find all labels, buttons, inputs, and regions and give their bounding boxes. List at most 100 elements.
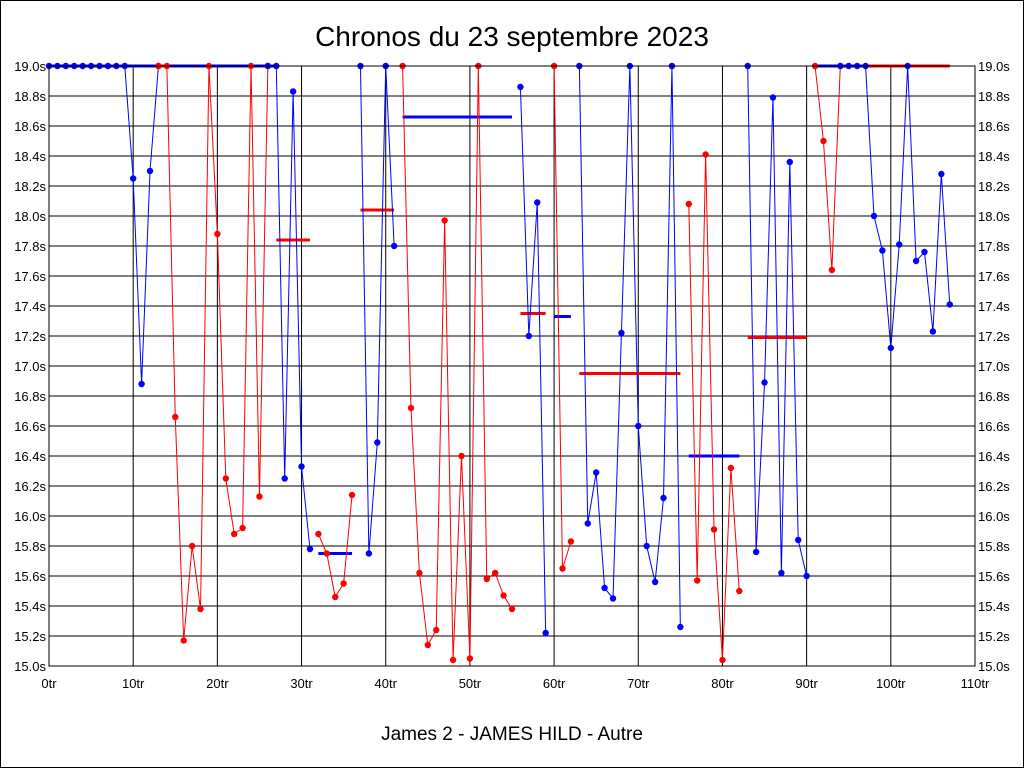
lap-point: [298, 463, 305, 470]
y-tick-label-right: 15.8s: [978, 539, 1010, 554]
x-tick-label: 60tr: [543, 676, 566, 691]
lap-point: [517, 83, 524, 91]
lap-point: [719, 656, 726, 664]
lap-point: [559, 565, 566, 572]
y-tick-label-left: 18.0s: [14, 209, 46, 224]
lap-point: [946, 301, 953, 308]
y-tick-label-left: 15.6s: [14, 569, 46, 584]
y-tick-label-left: 18.8s: [14, 89, 46, 104]
lap-point: [466, 655, 474, 662]
y-tick-label-left: 16.8s: [14, 389, 46, 404]
lap-line: [359, 65, 395, 554]
lap-point: [348, 491, 356, 499]
lap-point: [727, 464, 735, 472]
lap-point: [424, 641, 432, 649]
lap-point: [769, 94, 777, 101]
lap-point: [896, 241, 903, 248]
y-tick-label-right: 16.2s: [978, 479, 1010, 494]
x-tick-label: 40tr: [375, 676, 398, 691]
lap-point: [374, 439, 381, 446]
lap-point: [702, 151, 709, 158]
y-tick-label-right: 17.6s: [978, 269, 1010, 284]
lap-point: [449, 656, 457, 664]
lap-point: [601, 584, 608, 592]
lap-point: [222, 475, 229, 482]
y-tick-label-right: 18.0s: [978, 209, 1010, 224]
y-tick-label-left: 15.8s: [14, 539, 46, 554]
y-tick-label-left: 15.4s: [14, 599, 46, 614]
x-tick-label: 0tr: [41, 676, 57, 691]
lap-point: [323, 550, 330, 557]
lap-point: [129, 175, 137, 182]
lap-point: [525, 332, 533, 340]
lap-point: [592, 469, 600, 476]
y-tick-label-right: 15.0s: [978, 659, 1010, 674]
y-tick-label-right: 16.0s: [978, 509, 1010, 524]
lap-point: [239, 524, 246, 532]
lap-point: [921, 248, 928, 256]
lap-segment: [315, 491, 356, 601]
y-tick-label-left: 16.6s: [14, 419, 46, 434]
y-tick-label-right: 15.2s: [978, 629, 1010, 644]
lap-point: [618, 329, 625, 337]
lap-point: [609, 595, 617, 602]
x-tick-label: 50tr: [459, 676, 482, 691]
lap-point: [433, 626, 440, 634]
lap-point: [643, 542, 650, 550]
y-tick-labels-right: 15.0s 15.2s 15.4s 15.6s 15.8s 16.0s 16.2s 16.4s…: [978, 59, 1010, 674]
lap-point: [458, 452, 465, 460]
lap-line: [519, 86, 547, 634]
lap-point: [938, 170, 945, 178]
lap-point: [828, 266, 836, 274]
lap-point: [281, 475, 288, 482]
lap-point: [306, 545, 314, 553]
y-tick-label-right: 16.4s: [978, 449, 1010, 464]
y-tick-label-left: 18.6s: [14, 119, 46, 134]
lap-point: [340, 580, 347, 587]
lap-segment: [576, 62, 684, 631]
x-tick-label: 20tr: [206, 676, 229, 691]
lap-point: [870, 212, 878, 220]
y-tick-label-right: 15.4s: [978, 599, 1010, 614]
lap-point: [289, 88, 297, 95]
lap-point: [736, 587, 743, 595]
lap-segment: [357, 62, 398, 557]
lap-point: [416, 569, 423, 577]
y-tick-label-right: 15.6s: [978, 569, 1010, 584]
x-tick-label: 80tr: [711, 676, 734, 691]
chart-subtitle: James 2 - JAMES HILD - Autre: [381, 724, 643, 745]
lap-segment: [45, 62, 162, 388]
lap-point: [172, 413, 179, 421]
lap-point: [761, 379, 768, 386]
lap-line: [158, 65, 269, 641]
lap-point: [188, 542, 196, 550]
lap-point: [795, 536, 802, 544]
lap-point: [778, 569, 785, 577]
lap-point: [256, 493, 263, 500]
lap-point: [803, 572, 810, 580]
x-tick-label: 100tr: [876, 676, 906, 691]
lap-point: [365, 550, 373, 557]
y-tick-label-right: 18.4s: [978, 149, 1010, 164]
lap-segment: [155, 62, 272, 644]
average-lines: [49, 64, 950, 555]
x-tick-label: 110tr: [961, 676, 990, 691]
y-tick-labels-left: 15.0s 15.2s 15.4s 15.6s 15.8s 16.0s 16.2s 16.4s…: [14, 59, 46, 674]
lap-segment: [744, 62, 810, 580]
lap-point: [677, 623, 684, 631]
lap-segment: [399, 62, 516, 664]
x-tick-label: 90tr: [795, 676, 818, 691]
y-tick-label-left: 16.4s: [14, 449, 46, 464]
y-tick-label-left: 16.2s: [14, 479, 46, 494]
y-tick-label-left: 18.2s: [14, 179, 46, 194]
lap-segment: [837, 62, 953, 352]
lap-point: [508, 605, 516, 613]
y-tick-label-right: 16.6s: [978, 419, 1010, 434]
lap-line: [267, 65, 311, 550]
lap-point: [660, 494, 667, 502]
y-tick-label-left: 17.8s: [14, 239, 46, 254]
y-tick-label-left: 16.0s: [14, 509, 46, 524]
lap-point: [231, 530, 238, 538]
